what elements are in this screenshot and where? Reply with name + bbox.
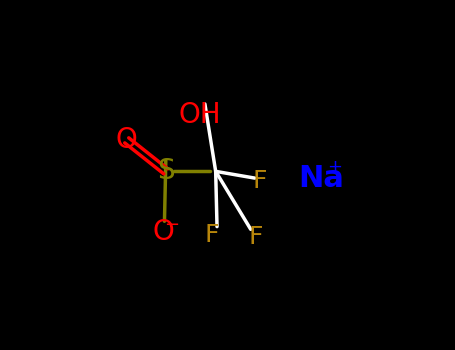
- Text: OH: OH: [178, 101, 221, 129]
- Text: +: +: [327, 158, 342, 176]
- Text: Na: Na: [298, 163, 344, 193]
- Text: O: O: [152, 218, 174, 246]
- Text: F: F: [253, 169, 268, 193]
- Text: F: F: [249, 225, 263, 250]
- Text: F: F: [204, 223, 219, 247]
- Text: S: S: [157, 158, 175, 186]
- Text: −: −: [164, 216, 180, 234]
- Text: O: O: [116, 126, 137, 154]
